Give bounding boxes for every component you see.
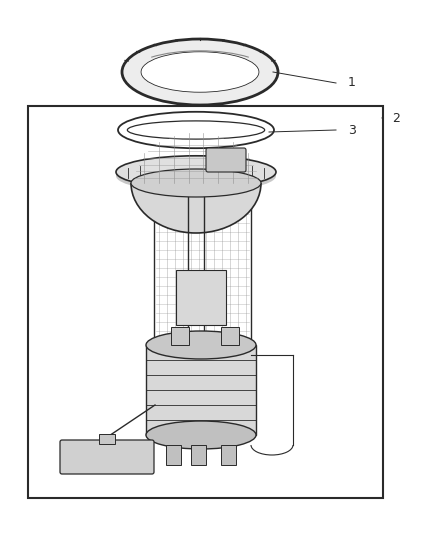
- Bar: [176, 270, 226, 325]
- Bar: [221, 327, 239, 345]
- Bar: [146, 345, 256, 435]
- Ellipse shape: [146, 421, 256, 449]
- Bar: [166, 445, 181, 465]
- Text: 3: 3: [348, 124, 356, 136]
- Bar: [99, 434, 115, 444]
- FancyBboxPatch shape: [60, 440, 154, 474]
- FancyBboxPatch shape: [206, 148, 246, 172]
- Bar: [28, 106, 383, 498]
- Ellipse shape: [131, 169, 261, 197]
- Ellipse shape: [116, 156, 276, 188]
- Ellipse shape: [141, 52, 258, 92]
- Bar: [171, 327, 189, 345]
- Bar: [221, 445, 236, 465]
- Text: 2: 2: [392, 111, 400, 125]
- Ellipse shape: [146, 331, 256, 359]
- Polygon shape: [131, 183, 261, 233]
- Text: 1: 1: [348, 77, 356, 90]
- Bar: [191, 445, 206, 465]
- Ellipse shape: [116, 160, 276, 192]
- Ellipse shape: [122, 39, 278, 105]
